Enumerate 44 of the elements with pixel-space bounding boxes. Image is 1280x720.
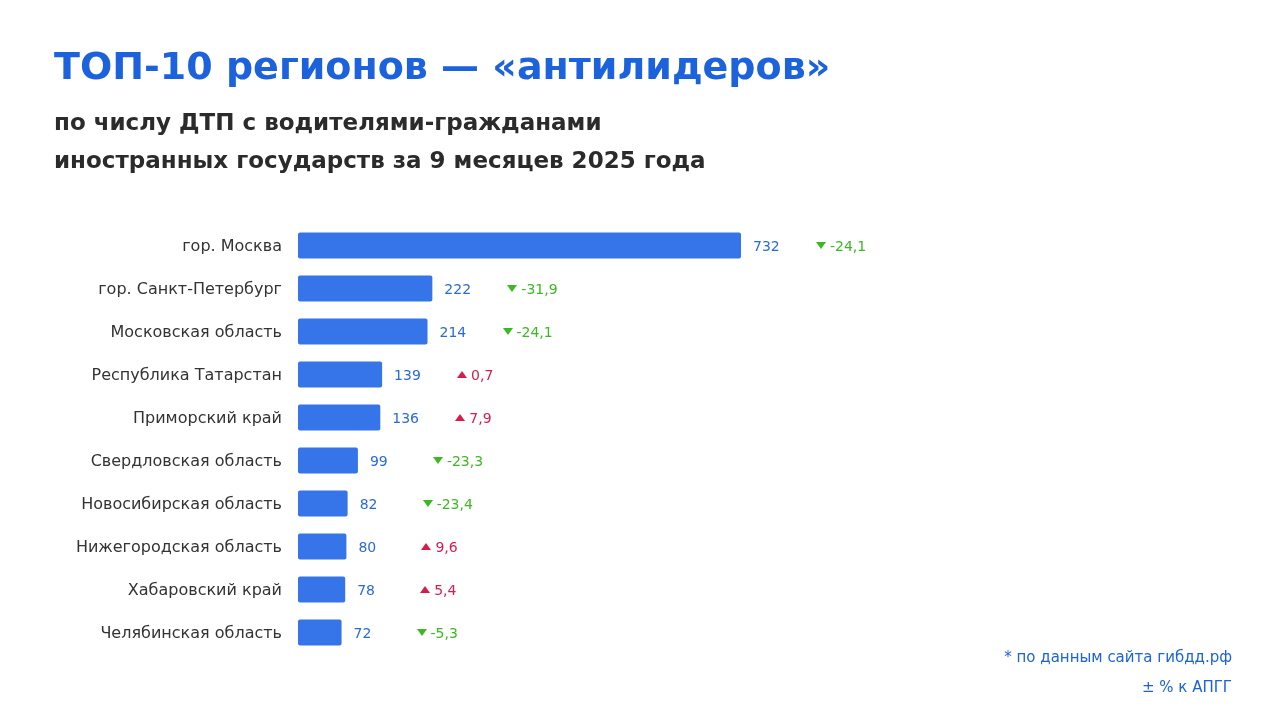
bar <box>298 361 383 388</box>
text: ± % к АПГГ <box>1141 678 1232 696</box>
bar <box>298 232 741 259</box>
annotation: -5,3 <box>430 624 458 641</box>
chart-subtitle: по числу ДТП с водителями-гражданами иностранных государств за 9 месяцев 2025 года <box>54 108 706 175</box>
bar <box>298 490 348 517</box>
y-tick-label: Московская область <box>110 322 282 341</box>
annotation: 9,6 <box>435 538 458 555</box>
data-label: 82 <box>359 495 378 512</box>
annotation: -31,9 <box>521 280 558 297</box>
y-tick-label: Свердловская область <box>90 451 282 470</box>
y-tick-label: Нижегородская область <box>75 537 282 556</box>
data-label: 72 <box>353 624 372 641</box>
annotation: -23,3 <box>446 452 484 469</box>
data-label: 78 <box>357 581 376 598</box>
y-tick-label: Новосибирская область <box>81 494 282 513</box>
data-label: 222 <box>444 280 472 297</box>
bar <box>298 576 346 603</box>
data-label: 139 <box>394 366 421 383</box>
bar <box>298 318 428 345</box>
annotation: 5,4 <box>434 581 457 598</box>
text: -24,1 <box>830 237 867 254</box>
data-label: 732 <box>753 237 780 254</box>
annotation: 7,9 <box>469 409 492 426</box>
annotation: 0,7 <box>471 366 494 383</box>
data-label: 136 <box>392 409 420 426</box>
bar <box>298 404 381 431</box>
data-label: 80 <box>358 538 377 555</box>
y-tick-label: Челябинская область <box>100 623 282 642</box>
y-tick-label: гор. Москва <box>182 236 282 255</box>
data-label: 99 <box>369 452 388 469</box>
y-tick-label: гор. Санкт-Петербург <box>98 279 282 298</box>
bar <box>298 619 342 646</box>
text: * по данным сайта гибдд.рф <box>1004 648 1232 666</box>
data-label: 214 <box>439 323 467 340</box>
y-tick-label: Хабаровский край <box>127 580 282 599</box>
chart-title: ТОП-10 регионов — «антилидеров» <box>54 44 831 88</box>
annotation: -24,1 <box>516 323 553 340</box>
bar <box>298 447 358 474</box>
bar <box>298 533 347 560</box>
y-tick-label: Приморский край <box>133 408 282 427</box>
bar <box>298 275 433 302</box>
y-tick-label: Республика Татарстан <box>91 365 282 384</box>
annotation: -23,4 <box>436 495 473 512</box>
